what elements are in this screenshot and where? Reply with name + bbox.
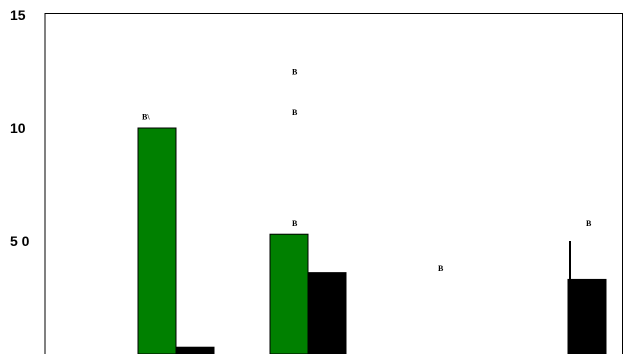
bar [567, 278, 607, 354]
point-marker-label: B [586, 219, 592, 228]
point-marker-label: B [292, 108, 298, 117]
point-marker-label: B [292, 68, 298, 77]
y-axis-ticks: 15 10 5 0 [10, 7, 30, 249]
bar [175, 346, 215, 354]
y-tick-label: 5 0 [10, 233, 30, 249]
y-tick-label: 10 [10, 120, 26, 136]
error-bars [568, 241, 571, 354]
point-marker-label: B [438, 264, 444, 273]
point-markers: B\ B B B B B [142, 68, 592, 274]
bar [269, 233, 309, 354]
point-marker-label: B\ [142, 113, 150, 122]
y-tick-label: 15 [10, 7, 26, 23]
point-marker-label: B [292, 219, 298, 228]
bars [137, 127, 607, 354]
bar [137, 127, 177, 354]
bar [307, 272, 347, 354]
